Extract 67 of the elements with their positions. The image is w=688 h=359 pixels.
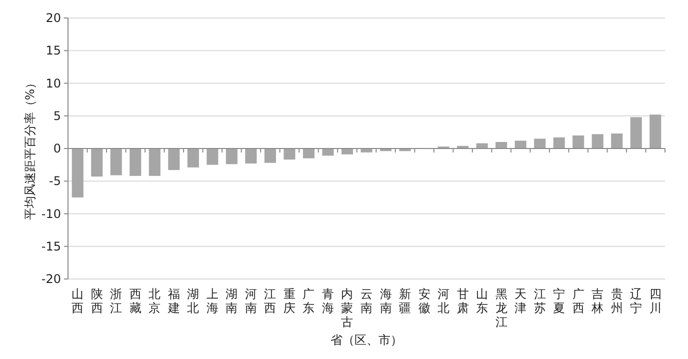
y-tick-label: 0	[53, 142, 61, 156]
bar	[553, 137, 565, 148]
bar	[206, 148, 218, 165]
bar	[534, 138, 546, 148]
y-tick-label: 15	[46, 44, 61, 58]
bar	[148, 148, 160, 176]
y-tick-label: -10	[41, 206, 61, 221]
x-tick-label: 重庆	[283, 287, 296, 315]
bar	[245, 148, 257, 164]
x-tick-label: 湖北	[187, 287, 200, 315]
x-tick-label: 江西	[264, 287, 276, 315]
bar	[496, 142, 508, 148]
x-tick-label: 陕西	[90, 287, 103, 315]
x-tick-label: 吉林	[590, 287, 604, 315]
x-tick-label: 安徽	[418, 287, 430, 315]
bar	[168, 148, 180, 170]
x-tick-label: 河南	[244, 287, 257, 315]
bar	[264, 148, 276, 163]
x-tick-label: 黑龙江	[495, 287, 508, 329]
bar	[91, 148, 103, 177]
bar	[322, 148, 334, 156]
bar	[514, 140, 526, 148]
x-tick-label: 云南	[360, 287, 372, 315]
x-tick-label: 甘肃	[456, 287, 469, 315]
x-tick-label: 山西	[72, 287, 84, 315]
y-tick-label: 5	[53, 108, 61, 123]
bar	[611, 133, 623, 148]
x-axis-title: 省（区、市）	[330, 333, 402, 347]
bar	[110, 148, 122, 176]
x-tick-label: 浙江	[110, 287, 122, 315]
x-tick-label: 河北	[438, 287, 450, 315]
bar	[302, 148, 315, 158]
x-tick-label: 西藏	[129, 287, 142, 315]
x-tick-label: 江苏	[534, 287, 546, 315]
bar	[284, 148, 296, 160]
y-tick-label: 10	[46, 76, 61, 90]
bar	[226, 148, 238, 164]
y-tick-label: -5	[49, 174, 61, 188]
x-tick-label: 四川	[649, 287, 662, 315]
bar	[360, 148, 372, 152]
x-tick-label: 北京	[148, 287, 161, 315]
bar	[130, 148, 142, 176]
x-tick-label: 贵州	[610, 287, 623, 315]
x-tick-label: 湖南	[226, 287, 238, 315]
bar	[72, 148, 84, 198]
y-tick-label: -15	[41, 239, 61, 254]
x-tick-label: 新疆	[399, 287, 412, 315]
x-tick-label: 天津	[514, 287, 527, 315]
y-tick-label: 20	[46, 11, 61, 25]
x-tick-label: 海南	[380, 287, 392, 315]
bar	[630, 117, 642, 148]
bar	[187, 148, 199, 168]
x-tick-label: 山东	[476, 287, 488, 315]
x-tick-label: 青海	[322, 287, 334, 315]
bar	[572, 135, 584, 148]
x-tick-label: 上海	[206, 287, 218, 315]
x-tick-label: 广东	[302, 287, 315, 315]
y-tick-label: -20	[41, 272, 61, 286]
bar	[592, 134, 604, 148]
bar	[341, 148, 354, 154]
x-tick-label: 辽宁	[630, 287, 642, 315]
x-tick-label: 宁夏	[553, 287, 566, 315]
x-tick-label: 内蒙古	[341, 287, 354, 329]
x-tick-label: 福建	[166, 287, 180, 315]
bar	[650, 114, 662, 148]
x-tick-label: 广西	[572, 287, 584, 315]
y-axis-title: 平均风速距平百分率（%）	[23, 76, 37, 220]
